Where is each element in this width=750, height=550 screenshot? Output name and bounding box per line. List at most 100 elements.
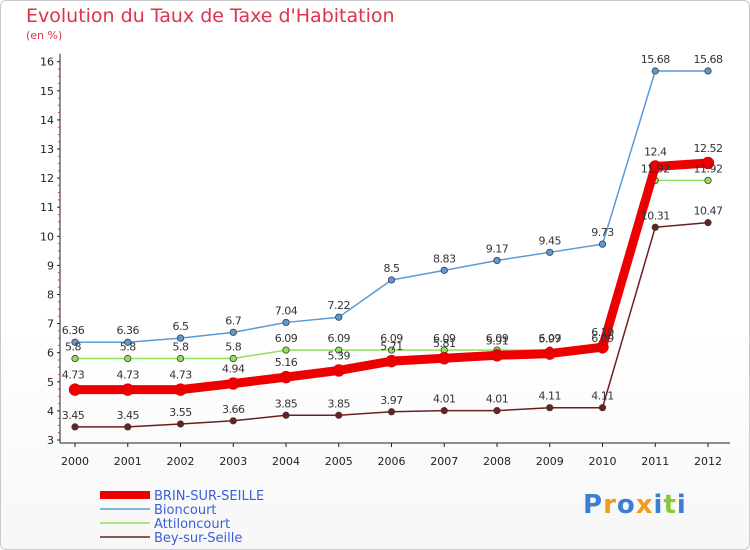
data-label: 4.73 [117,369,140,382]
data-point [651,67,659,75]
data-point [387,276,396,284]
data-point [387,346,396,354]
data-label: 11.92 [641,162,670,175]
x-tick-label: 2007 [430,455,458,468]
data-label: 6.09 [433,332,456,345]
data-point [335,411,343,419]
y-tick-label: 3 [47,434,54,447]
data-label: 6.7 [225,314,241,327]
data-label: 4.73 [62,369,85,382]
x-tick-label: 2002 [167,455,195,468]
data-label: 4.01 [433,393,456,406]
chart-subtitle: (en %) [26,29,63,42]
data-label: 6.5 [173,320,189,333]
data-point [229,417,237,425]
data-label: 5.91 [486,334,509,347]
data-label: 4.11 [539,390,562,403]
data-point [704,219,712,227]
logo-letter: o [616,490,636,520]
logo-letter: P [583,490,604,520]
data-label: 5.39 [328,349,351,362]
x-tick-label: 2004 [272,455,300,468]
data-label: 10.31 [641,209,670,222]
data-label: 10.47 [694,205,723,218]
data-label: 3.85 [275,397,298,410]
x-tick-label: 2003 [219,455,247,468]
x-tick-label: 2006 [378,455,406,468]
data-label: 6.09 [275,332,298,345]
data-label: 5.16 [275,356,298,369]
y-tick-label: 9 [47,259,54,272]
data-point [124,423,132,431]
data-label: 3.45 [62,409,85,422]
data-point [490,349,504,362]
data-label: 5.81 [433,337,456,350]
data-point [176,420,185,428]
data-point [543,347,556,360]
legend-label: Bey-sur-Seille [154,531,242,546]
data-point [493,256,501,265]
data-label: 5.97 [539,333,562,346]
data-label: 5.71 [380,340,403,353]
data-label: 6.36 [117,324,140,337]
logo-letter: i [653,490,664,520]
data-point [176,354,185,363]
x-tick-label: 2012 [694,455,722,468]
x-tick-label: 2008 [483,455,511,468]
logo-letter: x [635,490,654,520]
data-point [71,338,79,346]
data-label: 3.97 [380,394,403,407]
data-point [493,407,501,415]
data-label: 6.09 [591,332,614,345]
data-label: 11.92 [694,162,723,175]
data-point [174,383,187,396]
data-label: 3.45 [117,409,140,422]
y-tick-label: 6 [47,347,54,360]
data-point [176,334,185,342]
data-label: 12.4 [644,145,667,158]
data-point [227,377,240,390]
data-label: 12.52 [694,142,723,155]
data-label: 4.01 [486,393,509,406]
data-point [385,354,398,368]
y-tick-label: 13 [40,143,54,156]
y-tick-label: 10 [40,230,54,243]
data-point [596,340,609,354]
x-tick-label: 2011 [641,455,669,468]
data-point [701,156,715,170]
data-label: 3.55 [169,406,192,419]
data-label: 9.17 [486,242,509,255]
data-point [229,354,237,363]
data-label: 4.94 [222,363,245,376]
data-label: 6.36 [62,324,85,337]
proxiti-logo: Proxiti [583,490,687,520]
chart-title: Evolution du Taux de Taxe d'Habitation [26,5,395,27]
data-label: 9.73 [591,226,614,239]
data-label: 8.83 [433,252,456,265]
data-label: 6.09 [539,332,562,345]
data-point [704,67,712,75]
x-tick-label: 2001 [114,455,142,468]
y-tick-label: 8 [47,289,54,302]
data-point [546,404,554,412]
data-label: 7.04 [275,304,298,317]
data-label: 6.09 [380,332,403,345]
y-tick-label: 7 [47,318,54,331]
data-label: 15.68 [694,53,723,66]
y-tick-label: 15 [40,85,54,98]
x-tick-label: 2000 [61,455,89,468]
data-point [651,223,659,231]
data-label: 5.8 [65,341,81,354]
data-point [124,338,132,346]
legend-label: BRIN-SUR-SEILLE [154,489,264,504]
data-point [335,346,343,354]
y-tick-label: 4 [47,405,54,418]
data-point [71,423,79,431]
data-label: 4.73 [169,369,192,382]
data-point [279,370,293,384]
data-label: 9.45 [539,234,562,247]
data-point [438,351,451,365]
data-point [71,354,79,363]
data-point [282,318,290,327]
